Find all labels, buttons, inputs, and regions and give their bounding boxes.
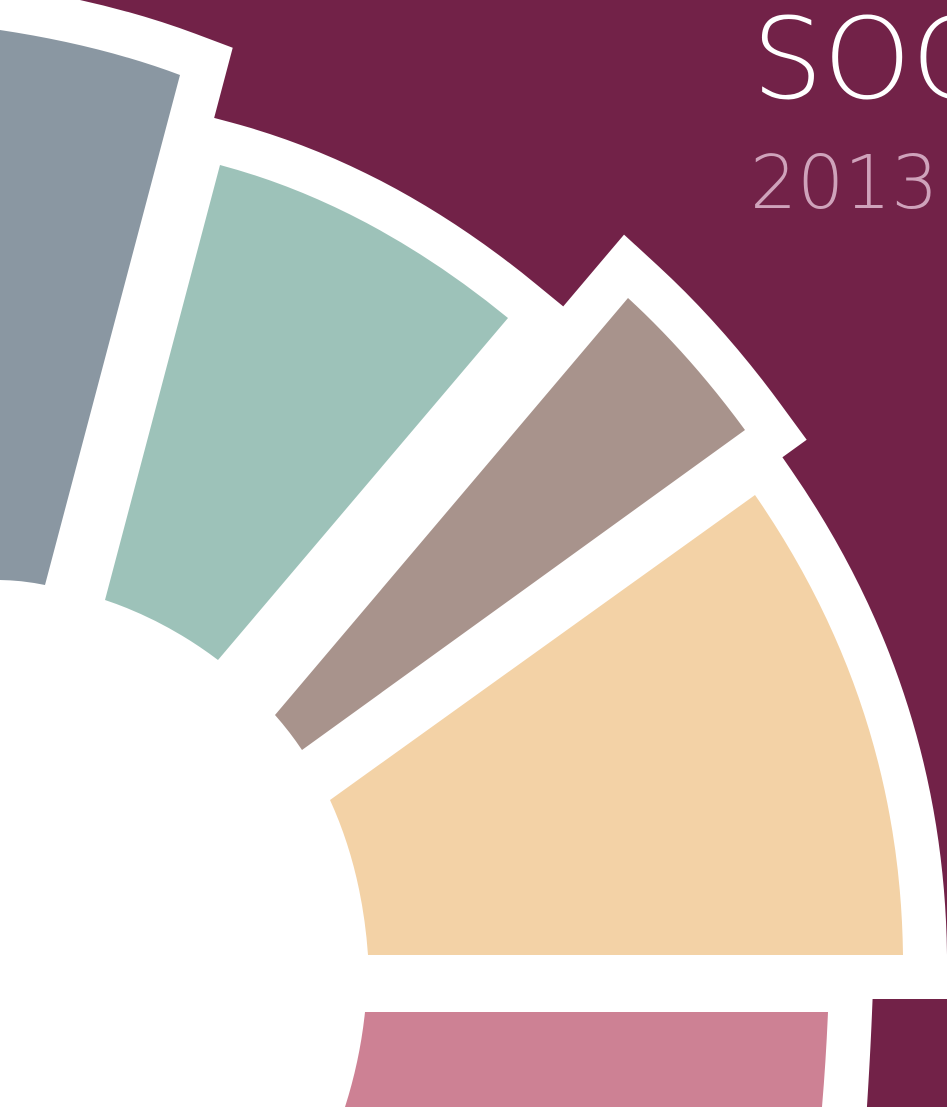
inner-disk [0,560,380,1107]
segment-gray [0,30,180,585]
segment-pink [345,1012,828,1107]
segment-brown [275,298,745,750]
segment-teal [105,165,508,660]
cover-year: 2013 [750,140,938,226]
cover-title: SOC [752,0,947,125]
segment-yellow [330,495,903,955]
